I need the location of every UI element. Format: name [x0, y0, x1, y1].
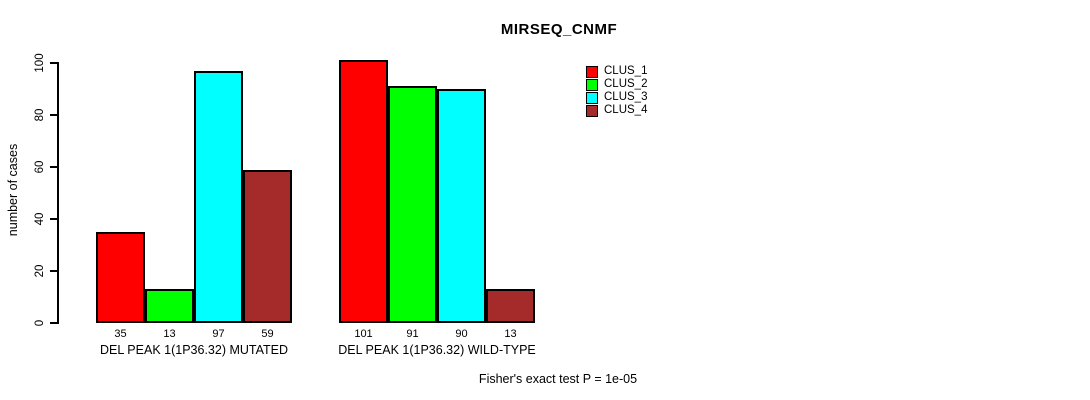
- bar-value-label: 97: [212, 328, 225, 340]
- legend-label: CLUS_3: [604, 91, 648, 103]
- y-tick-label: 0: [34, 319, 46, 327]
- legend-label: CLUS_4: [604, 104, 648, 116]
- legend-swatch: [586, 66, 598, 78]
- bar-value-label: 13: [504, 328, 517, 340]
- legend-swatch: [586, 92, 598, 104]
- y-tick-label: 100: [34, 53, 46, 73]
- y-tick: [50, 62, 57, 64]
- bar-value-label: 90: [455, 328, 468, 340]
- y-axis-line: [57, 62, 59, 324]
- bar-value-label: 101: [354, 328, 373, 340]
- legend-label: CLUS_2: [604, 78, 648, 90]
- bar-clus_2: [145, 289, 194, 323]
- y-tick: [50, 218, 57, 220]
- y-tick: [50, 322, 57, 324]
- y-tick: [50, 270, 57, 272]
- bar-clus_1: [96, 232, 145, 323]
- y-tick-label: 20: [34, 264, 46, 278]
- legend-label: CLUS_1: [604, 65, 648, 77]
- bar-value-label: 59: [261, 328, 274, 340]
- bar-value-label: 91: [406, 328, 419, 340]
- bar-clus_3: [194, 70, 243, 323]
- y-tick-label: 80: [34, 108, 46, 122]
- annotation-text: Fisher's exact test P = 1e-05: [478, 372, 638, 386]
- bar-value-label: 35: [114, 328, 127, 340]
- y-tick: [50, 114, 57, 116]
- bar-clus_3: [437, 89, 486, 323]
- bar-clus_1: [339, 60, 388, 323]
- category-label: DEL PEAK 1(1P36.32) WILD-TYPE: [338, 343, 536, 357]
- y-tick-label: 60: [34, 160, 46, 174]
- bar-clus_4: [243, 169, 292, 323]
- y-tick-label: 40: [34, 212, 46, 226]
- y-tick: [50, 166, 57, 168]
- bar-clus_4: [486, 289, 535, 323]
- bar-clus_2: [388, 86, 437, 323]
- chart-title: MIRSEQ_CNMF: [500, 21, 618, 38]
- category-label: DEL PEAK 1(1P36.32) MUTATED: [99, 343, 289, 357]
- legend-swatch: [586, 79, 598, 91]
- bar-value-label: 13: [163, 328, 176, 340]
- legend-swatch: [586, 105, 598, 117]
